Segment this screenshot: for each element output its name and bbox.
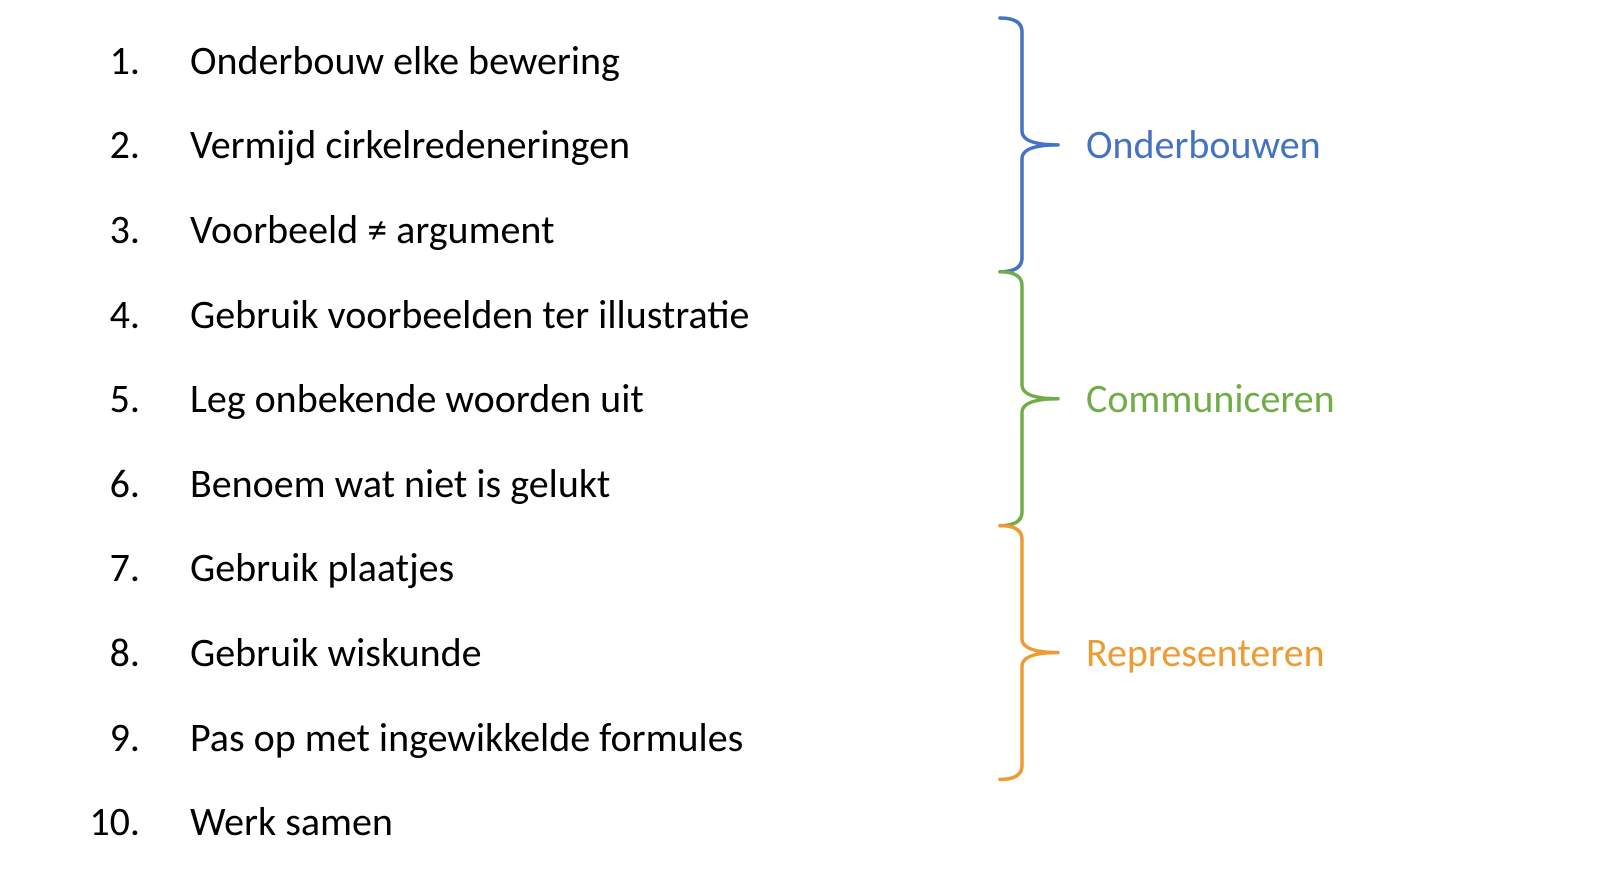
list-item: 7. Gebruik plaatjes	[40, 526, 749, 611]
list-item-number: 7.	[40, 543, 140, 592]
list-item-text: Vermijd cirkelredeneringen	[190, 120, 630, 169]
list-item-number: 6.	[40, 459, 140, 508]
list-item-text: Werk samen	[190, 797, 393, 846]
list-item: 5. Leg onbekende woorden uit	[40, 356, 749, 441]
braces-svg	[1000, 16, 1062, 781]
group-label: Onderbouwen	[1086, 120, 1321, 169]
list-item-text: Pas op met ingewikkelde formules	[190, 713, 743, 762]
list-item: 3. Voorbeeld ≠ argument	[40, 187, 749, 272]
list-item-text: Gebruik wiskunde	[190, 628, 482, 677]
list-item: 4. Gebruik voorbeelden ter illustratie	[40, 272, 749, 357]
slide-stage: 1. Onderbouw elke bewering 2. Vermijd cirke…	[0, 0, 1600, 881]
list-item-text: Gebruik plaatjes	[190, 543, 454, 592]
group-label: Communiceren	[1086, 374, 1335, 423]
list-item-number: 2.	[40, 120, 140, 169]
list-item-text: Benoem wat niet is gelukt	[190, 459, 610, 508]
list-item-text: Gebruik voorbeelden ter illustratie	[190, 290, 749, 339]
brace-icon	[1000, 18, 1058, 272]
list-item-text: Leg onbekende woorden uit	[190, 374, 644, 423]
list-item: 8. Gebruik wiskunde	[40, 610, 749, 695]
numbered-list: 1. Onderbouw elke bewering 2. Vermijd cirke…	[40, 18, 749, 864]
list-item-number: 10.	[40, 797, 140, 846]
list-item-number: 9.	[40, 713, 140, 762]
list-item: 2. Vermijd cirkelredeneringen	[40, 103, 749, 188]
list-item-number: 3.	[40, 205, 140, 254]
list-item: 6. Benoem wat niet is gelukt	[40, 441, 749, 526]
list-item-number: 8.	[40, 628, 140, 677]
list-item-text: Voorbeeld ≠ argument	[190, 205, 554, 254]
list-item: 1. Onderbouw elke bewering	[40, 18, 749, 103]
list-item-number: 4.	[40, 290, 140, 339]
brace-icon	[1000, 526, 1058, 780]
list-item-number: 5.	[40, 374, 140, 423]
group-label: Representeren	[1086, 628, 1325, 677]
list-item: 10. Werk samen	[40, 779, 749, 864]
brace-icon	[1000, 272, 1058, 526]
list-item-number: 1.	[40, 36, 140, 85]
list-item-text: Onderbouw elke bewering	[190, 36, 620, 85]
list-item: 9. Pas op met ingewikkelde formules	[40, 695, 749, 780]
